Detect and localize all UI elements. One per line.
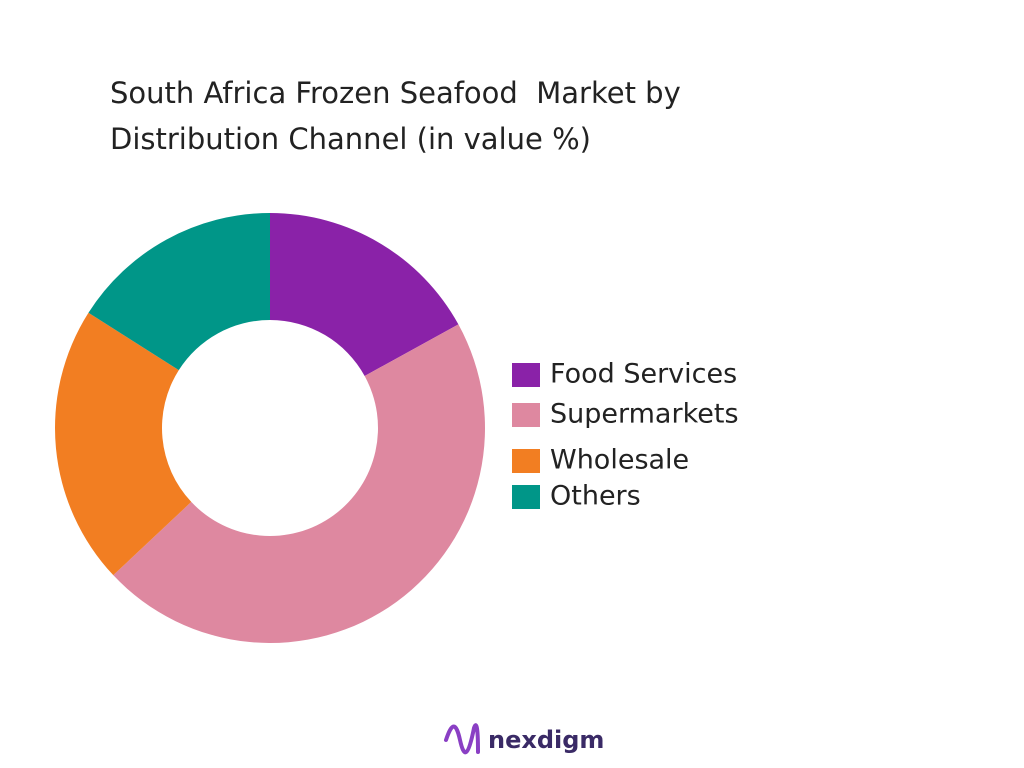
legend-label: Supermarkets: [550, 399, 739, 430]
donut-slice: [54, 312, 192, 576]
legend-swatch: [512, 485, 540, 509]
legend-label: Food Services: [550, 359, 737, 390]
legend-swatch: [512, 403, 540, 427]
donut-slice: [270, 213, 459, 376]
legend-label: Wholesale: [550, 445, 689, 476]
donut-slice: [113, 324, 486, 644]
legend-swatch: [512, 363, 540, 387]
legend-swatch: [512, 449, 540, 473]
logo-text: nexdigm: [488, 726, 604, 754]
logo-icon: [444, 723, 480, 755]
donut-slice: [88, 213, 270, 371]
chart-title: South Africa Frozen Seafood Market by Di…: [110, 76, 690, 156]
legend-label: Others: [550, 481, 641, 512]
